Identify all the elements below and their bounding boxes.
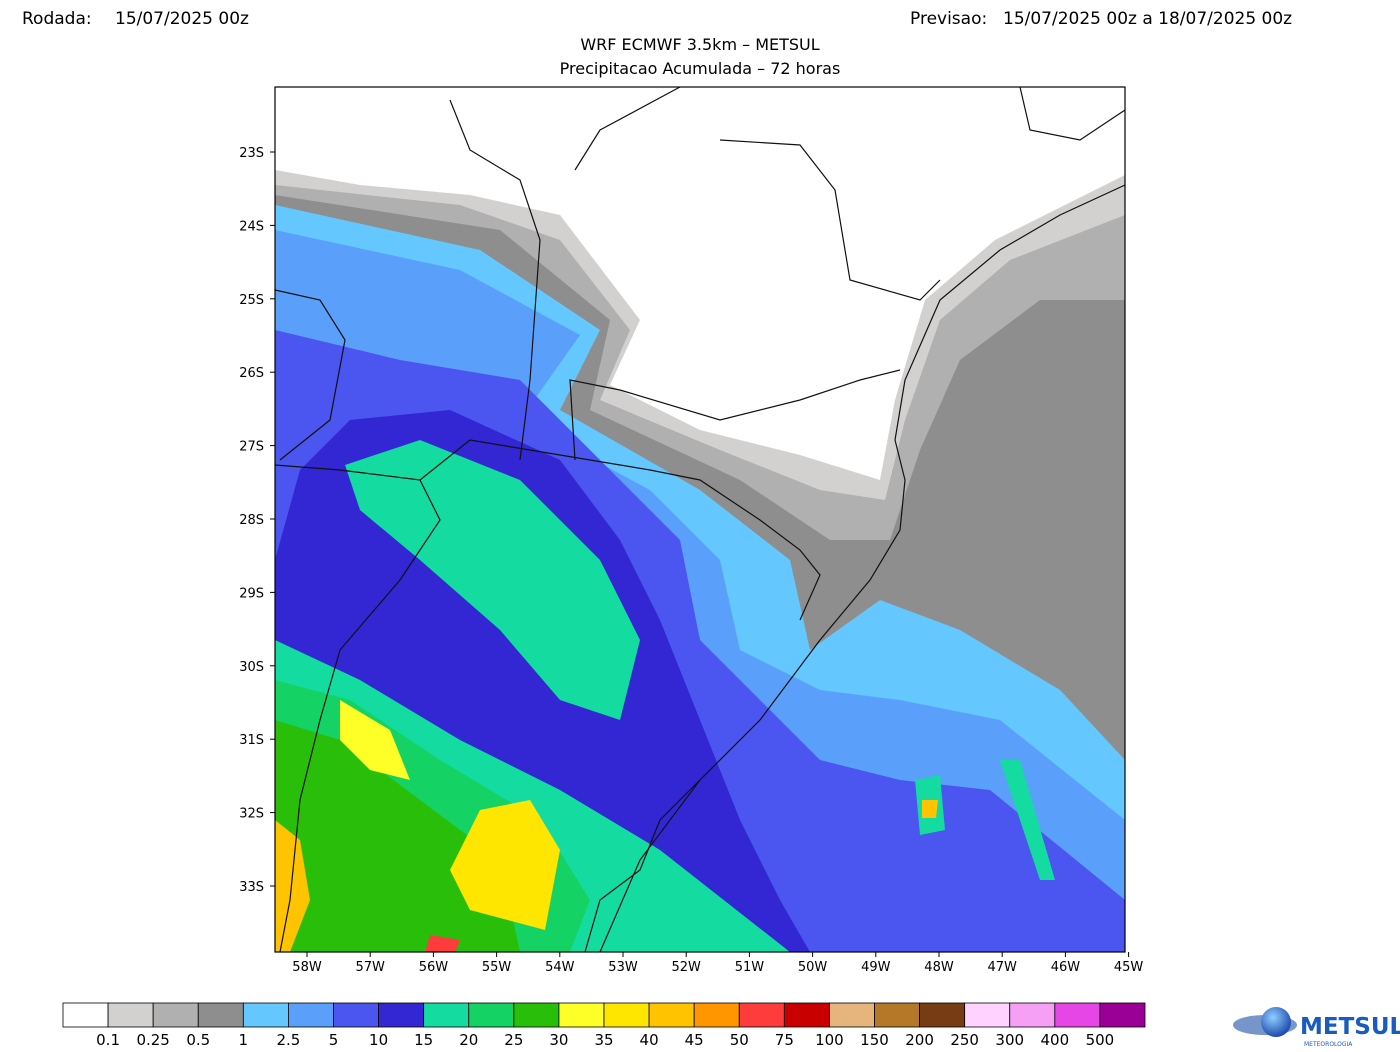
colorbar-swatch	[197, 1002, 244, 1028]
lat-label: 26S	[239, 366, 264, 381]
colorbar-label: 0.1	[96, 1031, 120, 1049]
colorbar-swatch	[783, 1002, 830, 1028]
lat-axis: 23S 24S 25S 26S 27S 28S 29S 30S 31S 32S 33S	[239, 146, 275, 895]
colorbar-label: 25	[504, 1031, 523, 1049]
map-title: WRF ECMWF 3.5km – METSUL	[580, 35, 819, 54]
precip-field	[275, 87, 1125, 952]
lat-label: 25S	[239, 293, 264, 308]
colorbar-swatch	[152, 1002, 199, 1028]
colorbar-label: 30	[549, 1031, 568, 1049]
lon-label: 52W	[671, 960, 701, 975]
colorbar-swatch	[1009, 1002, 1056, 1028]
run-value: 15/07/2025 00z	[115, 9, 249, 29]
colorbar-label: 0.5	[186, 1031, 210, 1049]
colorbar-label: 300	[995, 1031, 1024, 1049]
colorbar-swatch	[423, 1002, 470, 1028]
colorbar-label: 50	[730, 1031, 749, 1049]
colorbar-label: 5	[329, 1031, 339, 1049]
shade-teal	[345, 440, 640, 720]
colorbar-swatch	[603, 1002, 650, 1028]
lat-label: 32S	[239, 807, 264, 822]
lat-label: 27S	[239, 440, 264, 455]
lon-label: 45W	[1114, 960, 1144, 975]
lat-label: 23S	[239, 146, 264, 161]
colorbar-label: 20	[459, 1031, 478, 1049]
colorbar-swatch	[242, 1002, 289, 1028]
colorbar-swatch	[1099, 1002, 1146, 1028]
colorbar-swatch	[738, 1002, 785, 1028]
forecast-label: Previsao:	[910, 9, 987, 29]
colorbar-label: 0.25	[136, 1031, 169, 1049]
logo-tagline: METEOROLOGIA	[1304, 1041, 1353, 1048]
colorbar-swatch	[378, 1002, 425, 1028]
colorbar-label: 250	[950, 1031, 979, 1049]
colorbar-swatch	[558, 1002, 605, 1028]
colorbar: 0.1 0.25 0.5 1 2.5 5 10 15 20 25 30 35 40 45 50 75 100 15…	[62, 1002, 1146, 1049]
map-subtitle: Precipitacao Acumulada – 72 horas	[560, 59, 841, 78]
colorbar-swatch	[829, 1002, 875, 1028]
colorbar-swatch	[693, 1002, 740, 1028]
lon-label: 48W	[924, 960, 954, 975]
logo-name: METSUL	[1300, 1014, 1400, 1040]
colorbar-swatch	[288, 1002, 334, 1028]
borders	[275, 87, 1125, 952]
lat-label: 30S	[239, 660, 264, 675]
shade-yellow	[450, 800, 560, 930]
lat-label: 31S	[239, 733, 264, 748]
colorbar-label: 2.5	[276, 1031, 300, 1049]
shade-ocean-cells	[915, 760, 1055, 880]
lon-label: 53W	[608, 960, 638, 975]
colorbar-label: 400	[1041, 1031, 1070, 1049]
colorbar-swatch	[919, 1002, 966, 1028]
colorbar-label: 35	[594, 1031, 613, 1049]
colorbar-swatch	[964, 1002, 1011, 1028]
shade-yellow-2	[340, 700, 410, 780]
colorbar-swatch	[62, 1002, 109, 1028]
forecast-value: 15/07/2025 00z a 18/07/2025 00z	[1003, 9, 1292, 29]
lat-label: 33S	[239, 880, 264, 895]
lon-label: 47W	[987, 960, 1017, 975]
lat-label: 29S	[239, 586, 264, 601]
colorbar-swatch	[333, 1002, 379, 1028]
colorbar-label: 15	[414, 1031, 433, 1049]
colorbar-label: 1	[239, 1031, 249, 1049]
colorbar-label: 10	[369, 1031, 388, 1049]
colorbar-swatch	[107, 1002, 154, 1028]
lon-axis: 58W 57W 56W 55W 54W 53W 52W 51W 50W 49W 48W 47W 46W 4…	[292, 952, 1143, 975]
lon-label: 54W	[545, 960, 575, 975]
colorbar-swatch	[648, 1002, 695, 1028]
colorbar-label: 200	[905, 1031, 934, 1049]
lon-label: 58W	[292, 960, 322, 975]
lon-label: 57W	[355, 960, 385, 975]
colorbar-label: 40	[640, 1031, 659, 1049]
colorbar-swatch	[513, 1002, 560, 1028]
colorbar-swatch	[1054, 1002, 1101, 1028]
colorbar-label: 500	[1086, 1031, 1115, 1049]
colorbar-swatch	[468, 1002, 515, 1028]
logo-globe	[1261, 1007, 1291, 1037]
shade-red	[425, 935, 460, 952]
lat-label: 24S	[239, 219, 264, 234]
lat-label: 28S	[239, 513, 264, 528]
colorbar-label: 100	[815, 1031, 844, 1049]
lon-label: 55W	[482, 960, 512, 975]
colorbar-label: 75	[775, 1031, 794, 1049]
colorbar-label: 150	[860, 1031, 889, 1049]
run-label: Rodada:	[22, 9, 92, 29]
colorbar-label: 45	[685, 1031, 704, 1049]
lon-label: 51W	[735, 960, 765, 975]
lon-label: 49W	[861, 960, 891, 975]
lon-label: 50W	[798, 960, 828, 975]
shade-orange	[275, 820, 310, 952]
shade-ocean-core	[922, 800, 938, 818]
lon-label: 46W	[1051, 960, 1081, 975]
lon-label: 56W	[419, 960, 449, 975]
colorbar-swatch	[874, 1002, 920, 1028]
shade-green-dark	[275, 720, 520, 952]
logo: METSUL METEOROLOGIA	[1233, 1007, 1400, 1048]
